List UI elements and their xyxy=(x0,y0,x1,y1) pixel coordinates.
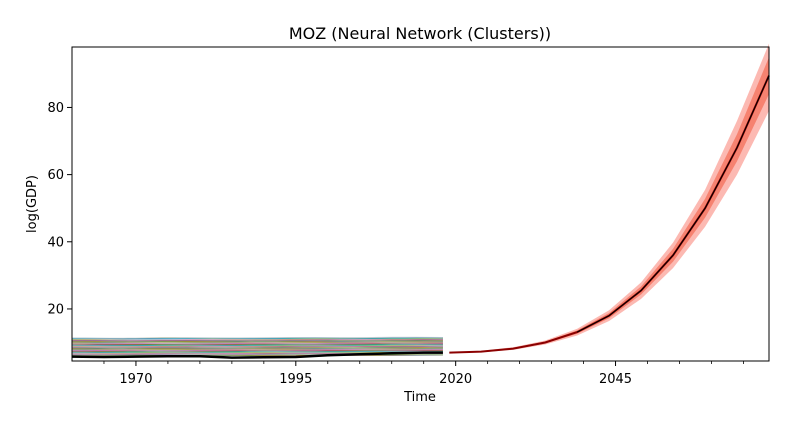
x-tick-label: 1995 xyxy=(279,372,312,387)
chart-title: MOZ (Neural Network (Clusters)) xyxy=(289,24,551,43)
history-series-line xyxy=(71,347,443,350)
history-series-line xyxy=(71,339,443,342)
x-axis-title: Time xyxy=(403,390,436,405)
y-axis-title: log(GDP) xyxy=(25,175,40,233)
x-tick-label: 2020 xyxy=(439,372,472,387)
plot-frame xyxy=(71,46,770,362)
forecast-inner-band xyxy=(449,57,769,353)
history-series-line xyxy=(71,336,443,339)
y-tick-label: 80 xyxy=(47,101,64,116)
x-tick-label: 1970 xyxy=(119,372,152,387)
axes-ticks: 1970 1995 2020 2045 20 40 60 80 xyxy=(47,101,744,387)
forecast-center-line xyxy=(576,75,770,333)
y-tick-label: 40 xyxy=(47,235,64,250)
target-history-line xyxy=(71,351,443,359)
x-tick-label: 2045 xyxy=(599,372,632,387)
plot-area xyxy=(71,43,770,359)
forecast-outer-band xyxy=(449,43,769,353)
y-tick-label: 60 xyxy=(47,168,64,183)
y-tick-label: 20 xyxy=(47,302,64,317)
